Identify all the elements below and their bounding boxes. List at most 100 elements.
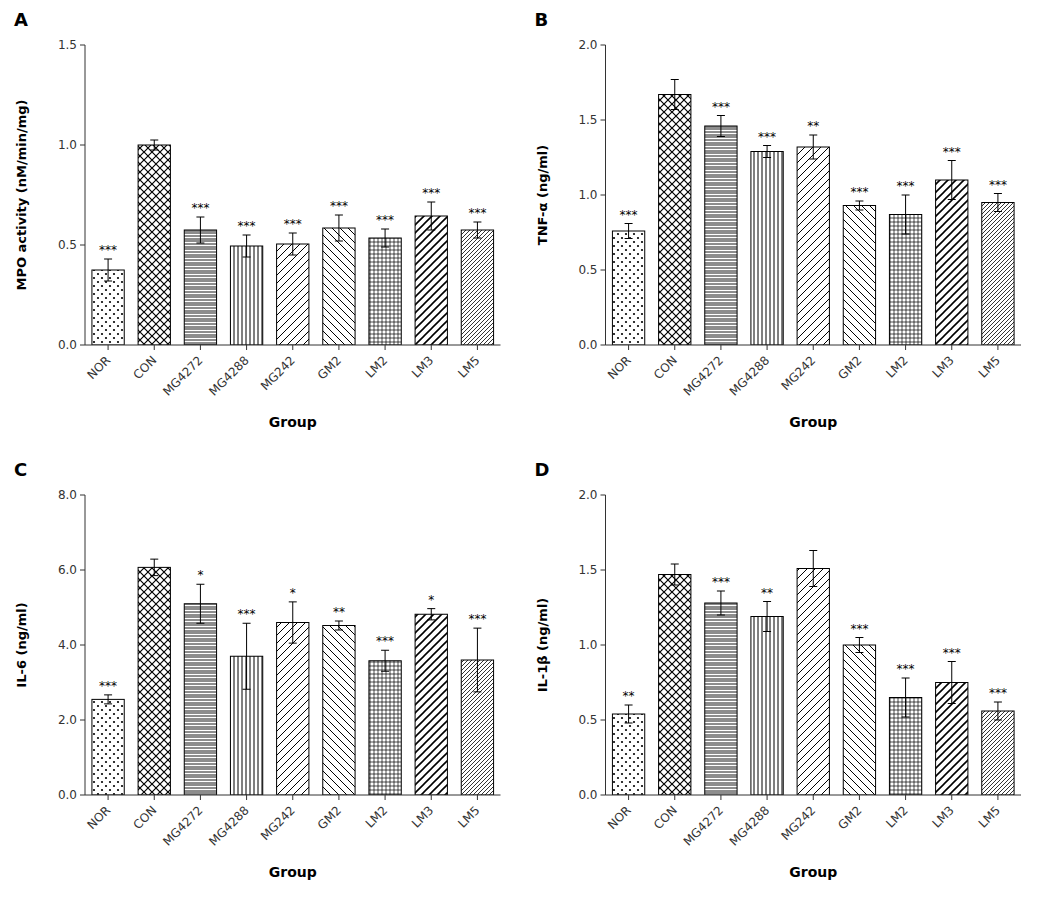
- x-tick: [951, 345, 952, 350]
- bar: [184, 230, 216, 345]
- annotation: ***: [989, 686, 1007, 700]
- annotation: *: [428, 593, 434, 607]
- x-tick: [431, 795, 432, 800]
- x-tick-label: LM3: [930, 803, 957, 830]
- x-tick-label: MG4272: [681, 803, 726, 848]
- annotation: ***: [989, 178, 1007, 192]
- error-bar: [994, 194, 1002, 212]
- annotation: **: [761, 586, 773, 600]
- x-tick: [674, 345, 675, 350]
- bar: [323, 228, 355, 345]
- error-bar: [427, 202, 435, 230]
- plot-marks: [92, 140, 494, 345]
- error-bar: [855, 638, 863, 653]
- bar: [277, 244, 309, 345]
- bar: [230, 246, 262, 345]
- x-tick-label: MG4288: [206, 353, 251, 398]
- x-tick-label: LM3: [409, 803, 436, 830]
- bar: [461, 230, 493, 345]
- x-tick: [338, 345, 339, 350]
- annotation: ***: [238, 219, 256, 233]
- plot-marks: [612, 80, 1014, 346]
- x-tick: [997, 795, 998, 800]
- bar: [705, 603, 737, 795]
- error-bar: [902, 195, 910, 234]
- y-tick-label: 2.0: [578, 38, 597, 52]
- x-tick: [385, 345, 386, 350]
- x-tick: [154, 795, 155, 800]
- x-tick-label: LM5: [455, 803, 482, 830]
- y-tick-label: 0.5: [58, 238, 77, 252]
- bar: [612, 714, 644, 795]
- error-bar: [289, 602, 297, 643]
- x-tick: [477, 345, 478, 350]
- annotation: ***: [712, 575, 730, 589]
- bar: [659, 575, 691, 796]
- plot-marks: [92, 559, 494, 795]
- annotation: ***: [943, 646, 961, 660]
- x-tick-label: CON: [131, 803, 160, 832]
- annotation: ***: [238, 607, 256, 621]
- bar: [705, 126, 737, 345]
- x-tick: [674, 795, 675, 800]
- error-bar: [948, 161, 956, 200]
- x-tick: [108, 345, 109, 350]
- y-tick: [601, 195, 606, 196]
- y-tick: [601, 270, 606, 271]
- x-tick: [859, 345, 860, 350]
- annotation: ***: [191, 201, 209, 215]
- x-tick-label: LM5: [976, 353, 1003, 380]
- x-tick: [628, 795, 629, 800]
- error-bar: [427, 609, 435, 620]
- annotation: ***: [620, 208, 638, 222]
- x-tick: [905, 345, 906, 350]
- y-tick-label: 1.0: [58, 138, 77, 152]
- x-tick: [154, 345, 155, 350]
- x-tick-label: LM3: [409, 353, 436, 380]
- bar: [612, 231, 644, 345]
- x-tick-label: NOR: [84, 803, 113, 832]
- panel: C0.02.04.06.08.0IL-6 (ng/ml)NORCONMG4272…: [14, 459, 501, 880]
- x-tick-label: MG242: [258, 803, 298, 843]
- x-tick: [813, 795, 814, 800]
- error-bar: [763, 602, 771, 632]
- x-tick-label: MG4288: [727, 353, 772, 398]
- x-tick-label: LM2: [883, 803, 910, 830]
- annotation: **: [623, 689, 635, 703]
- annotation: ***: [712, 100, 730, 114]
- error-bar: [625, 224, 633, 239]
- annotation: ***: [468, 612, 486, 626]
- y-tick: [601, 45, 606, 46]
- panel-title: A: [14, 9, 28, 30]
- bar: [659, 95, 691, 346]
- error-bar: [902, 678, 910, 717]
- y-tick-label: 0.0: [578, 788, 597, 802]
- y-tick: [80, 495, 85, 496]
- x-tick: [246, 795, 247, 800]
- error-bar: [104, 259, 112, 281]
- bar: [982, 711, 1014, 795]
- error-bar: [289, 233, 297, 255]
- x-tick: [767, 795, 768, 800]
- y-tick-label: 1.5: [578, 563, 597, 577]
- y-tick: [80, 45, 85, 46]
- annotation: ***: [850, 622, 868, 636]
- y-tick: [80, 345, 85, 346]
- y-tick: [80, 720, 85, 721]
- x-tick-label: GM2: [315, 803, 344, 832]
- error-bar: [150, 559, 158, 576]
- bar: [415, 614, 447, 795]
- annotation: ***: [468, 206, 486, 220]
- x-axis-label: Group: [269, 414, 317, 430]
- figure: A0.00.51.01.5MPO activity (nM/min/mg)NOR…: [0, 0, 1041, 900]
- x-tick: [200, 795, 201, 800]
- x-tick: [951, 795, 952, 800]
- y-tick: [80, 570, 85, 571]
- x-tick-label: MG4288: [727, 803, 772, 848]
- error-bar: [473, 222, 481, 238]
- x-tick: [720, 795, 721, 800]
- x-axis-label: Group: [789, 864, 837, 880]
- x-tick-label: LM2: [363, 353, 390, 380]
- y-tick-label: 0.5: [578, 263, 597, 277]
- x-tick-label: LM3: [930, 353, 957, 380]
